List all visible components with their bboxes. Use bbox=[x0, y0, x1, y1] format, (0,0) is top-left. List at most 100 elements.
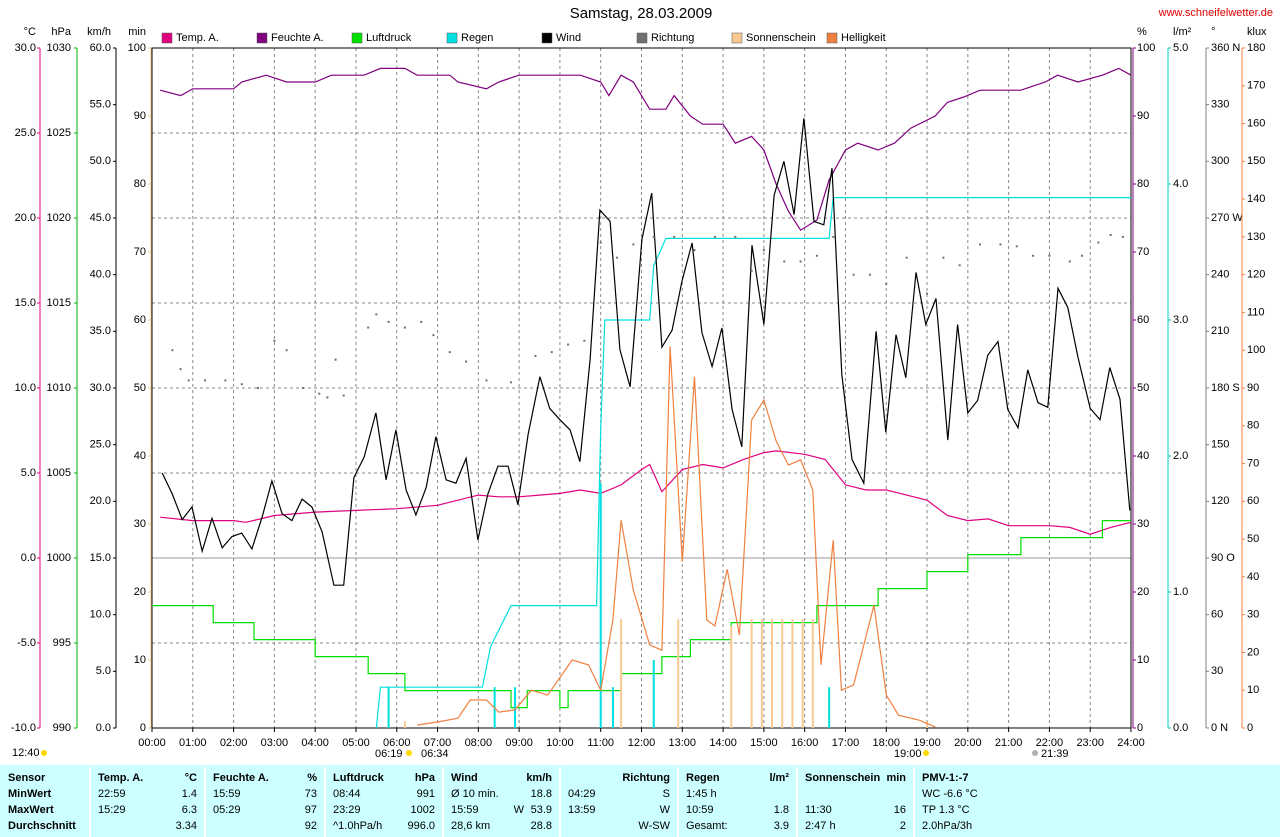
y-tick-label: 40 bbox=[1137, 450, 1149, 462]
legend-swatch bbox=[731, 32, 743, 44]
x-tick-label: 23:00 bbox=[1076, 737, 1104, 749]
table-header: l/m² bbox=[769, 772, 789, 784]
sunrise-icon bbox=[406, 750, 412, 756]
table-cell: 11:30 bbox=[805, 804, 832, 816]
y-tick-label: 70 bbox=[1137, 246, 1149, 258]
direction-dot bbox=[783, 260, 786, 263]
y-tick-label: 5.0 bbox=[21, 467, 36, 479]
table-cell: 15:59 bbox=[213, 788, 241, 800]
table-cell: 15:59 bbox=[451, 804, 479, 816]
direction-dot bbox=[926, 292, 929, 295]
direction-dot bbox=[942, 256, 945, 259]
y-tick-label: 5.0 bbox=[96, 665, 111, 677]
y-tick-label: 80 bbox=[1247, 420, 1259, 432]
axis-unit: klux bbox=[1247, 26, 1267, 38]
y-tick-label: 1030 bbox=[47, 42, 71, 54]
x-tick-label: 06:00 bbox=[383, 737, 411, 749]
x-tick-label: 09:00 bbox=[505, 737, 533, 749]
moon-icon bbox=[1032, 750, 1038, 756]
legend-swatch bbox=[541, 32, 553, 44]
table-cell: 1.4 bbox=[182, 788, 197, 800]
table-cell: 28,6 km bbox=[451, 820, 490, 832]
y-tick-label: 3.0 bbox=[1173, 314, 1188, 326]
y-tick-label: 1015 bbox=[47, 297, 71, 309]
table-header: Sensor bbox=[8, 772, 46, 784]
y-tick-label: 300 bbox=[1211, 155, 1229, 167]
direction-dot bbox=[257, 387, 260, 389]
time-annotation: 06:19 bbox=[375, 748, 403, 760]
x-tick-label: 11:00 bbox=[587, 737, 614, 749]
direction-dot bbox=[318, 392, 321, 395]
y-tick-label: 330 bbox=[1211, 99, 1229, 111]
y-tick-label: 150 bbox=[1211, 439, 1229, 451]
direction-dot bbox=[240, 383, 243, 386]
x-tick-label: 16:00 bbox=[791, 737, 819, 749]
y-tick-label: 50 bbox=[1247, 533, 1259, 545]
y-tick-label: 20 bbox=[1137, 586, 1149, 598]
y-tick-label: 60.0 bbox=[90, 42, 111, 54]
table-header: Wind bbox=[451, 772, 478, 784]
direction-dot bbox=[734, 235, 737, 238]
axis-unit: l/m² bbox=[1173, 26, 1192, 38]
table-cell: 04:29 bbox=[568, 788, 596, 800]
direction-dot bbox=[273, 339, 276, 342]
y-tick-label: 1010 bbox=[47, 382, 71, 394]
y-tick-label: 80 bbox=[1137, 178, 1149, 190]
y-tick-label: 20 bbox=[1247, 646, 1259, 658]
direction-dot bbox=[713, 235, 716, 238]
table-header: °C bbox=[185, 772, 197, 784]
y-tick-label: 40 bbox=[134, 450, 146, 462]
legend-label: Wind bbox=[556, 32, 581, 44]
direction-dot bbox=[224, 379, 227, 382]
legend-label: Regen bbox=[461, 32, 493, 44]
table-header: min bbox=[886, 772, 906, 784]
direction-dot bbox=[905, 256, 908, 259]
direction-dot bbox=[342, 394, 345, 397]
y-tick-label: 1005 bbox=[47, 467, 71, 479]
legend-swatch bbox=[446, 32, 458, 44]
table-cell: 28.8 bbox=[531, 820, 552, 832]
y-tick-label: 30 bbox=[1137, 518, 1149, 530]
y-tick-label: 4.0 bbox=[1173, 178, 1188, 190]
y-tick-label: 90 bbox=[1247, 382, 1259, 394]
table-cell: 3.9 bbox=[774, 820, 789, 832]
table-cell: ^1.0hPa/h bbox=[333, 820, 382, 832]
table-cell: W bbox=[514, 804, 525, 816]
table-cell: 991 bbox=[417, 788, 435, 800]
series-line bbox=[160, 67, 1132, 232]
y-tick-label: 0.0 bbox=[21, 552, 36, 564]
direction-dot bbox=[1097, 241, 1100, 244]
table-header: MinWert bbox=[8, 788, 52, 800]
x-tick-label: 04:00 bbox=[301, 737, 329, 749]
direction-dot bbox=[632, 243, 635, 246]
y-tick-label: 180 bbox=[1247, 42, 1265, 54]
table-cell: 1.8 bbox=[774, 804, 789, 816]
direction-dot bbox=[334, 358, 337, 361]
site-link: www.schneifelwetter.de bbox=[1158, 7, 1273, 19]
direction-dot bbox=[187, 379, 190, 382]
footer-panel bbox=[0, 765, 1280, 837]
y-tick-label: 170 bbox=[1247, 80, 1265, 92]
x-tick-label: 12:00 bbox=[628, 737, 656, 749]
y-tick-label: 40 bbox=[1247, 571, 1259, 583]
table-cell: 10:59 bbox=[686, 804, 714, 816]
table-cell: 1:45 h bbox=[686, 788, 717, 800]
table-header: MaxWert bbox=[8, 804, 54, 816]
x-tick-label: 05:00 bbox=[342, 737, 370, 749]
y-tick-label: 30.0 bbox=[90, 382, 111, 394]
y-tick-label: 1.0 bbox=[1173, 586, 1188, 598]
table-cell: Ø 10 min. bbox=[451, 788, 499, 800]
table-cell: 16 bbox=[894, 804, 906, 816]
table-cell: 53.9 bbox=[531, 804, 552, 816]
direction-dot bbox=[509, 381, 512, 384]
direction-dot bbox=[465, 360, 468, 363]
y-tick-label: 30 bbox=[1211, 665, 1223, 677]
legend-swatch bbox=[256, 32, 268, 44]
series-line bbox=[160, 450, 1132, 535]
y-tick-label: 0 bbox=[1247, 722, 1253, 734]
y-tick-label: 50.0 bbox=[90, 155, 111, 167]
table-cell: 1002 bbox=[411, 804, 435, 816]
y-tick-label: 20 bbox=[134, 586, 146, 598]
